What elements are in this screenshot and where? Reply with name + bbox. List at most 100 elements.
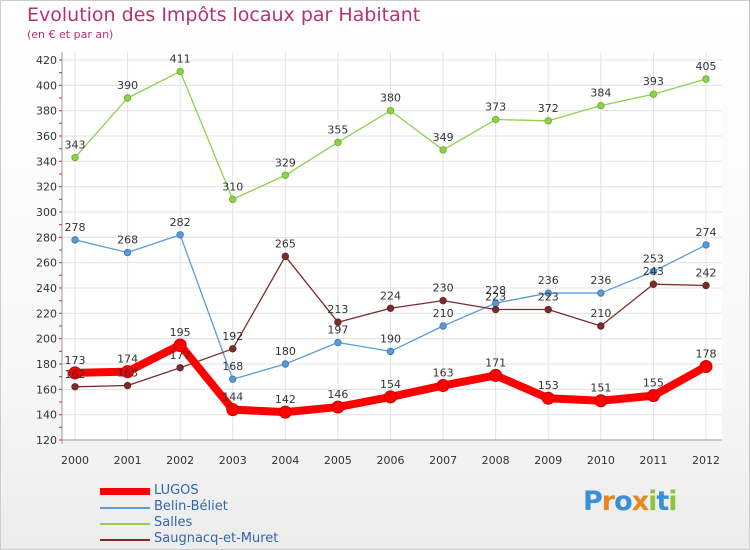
data-label-belin-beliet-2001: 268 — [117, 234, 138, 247]
x-tick-label-2001: 2001 — [114, 454, 142, 467]
logo-letter: o — [614, 486, 633, 517]
point-lugos-2002 — [173, 338, 187, 352]
point-saugnacq-et-muret-2009 — [544, 305, 552, 314]
data-label-salles-2009: 372 — [538, 102, 559, 115]
data-label-belin-beliet-2010: 236 — [590, 274, 611, 287]
legend-swatch-belin-beliet — [100, 507, 150, 509]
data-label-belin-beliet-2005: 197 — [327, 323, 348, 336]
point-belin-beliet-2003 — [229, 375, 237, 383]
y-tick-label-420: 420 — [36, 54, 57, 67]
y-tick-label-320: 320 — [36, 181, 57, 194]
point-salles-2008 — [491, 115, 500, 124]
data-label-salles-2004: 329 — [275, 156, 296, 169]
point-lugos-2012 — [699, 360, 713, 374]
data-label-lugos-2003: 144 — [222, 391, 243, 404]
logo-letter: i — [668, 486, 677, 517]
logo-letter: x — [631, 486, 649, 517]
data-label-saugnacq-et-muret-2001: 163 — [117, 367, 138, 380]
point-lugos-2005 — [331, 400, 345, 414]
y-tick-label-340: 340 — [36, 155, 57, 168]
point-saugnacq-et-muret-2010 — [597, 322, 605, 330]
x-tick-label-2010: 2010 — [587, 454, 615, 467]
x-tick-label-2009: 2009 — [534, 454, 562, 467]
point-saugnacq-et-muret-2006 — [386, 304, 395, 312]
point-salles-2004 — [281, 171, 290, 179]
point-lugos-2004 — [278, 405, 292, 419]
data-label-salles-2006: 380 — [380, 92, 401, 105]
data-label-lugos-2006: 154 — [380, 378, 401, 391]
point-belin-beliet-2010 — [597, 289, 605, 297]
point-belin-beliet-2006 — [386, 347, 395, 356]
y-tick-label-160: 160 — [36, 383, 57, 396]
data-label-belin-beliet-2008: 228 — [485, 284, 506, 297]
point-lugos-2003 — [226, 403, 240, 417]
data-label-belin-beliet-2007: 210 — [433, 307, 454, 320]
y-tick-label-240: 240 — [36, 282, 57, 295]
data-label-salles-2010: 384 — [590, 87, 611, 100]
logo-letter: r — [601, 486, 615, 517]
point-saugnacq-et-muret-2008 — [491, 305, 500, 314]
point-saugnacq-et-muret-2001 — [123, 381, 132, 390]
point-salles-2007 — [439, 146, 447, 154]
y-tick-label-120: 120 — [36, 434, 57, 447]
point-salles-2010 — [597, 101, 605, 110]
point-lugos-2009 — [541, 391, 555, 405]
point-saugnacq-et-muret-2005 — [334, 318, 342, 326]
x-tick-label-2008: 2008 — [482, 454, 510, 467]
point-belin-beliet-2000 — [71, 236, 79, 244]
data-label-belin-beliet-2012: 274 — [696, 226, 717, 239]
x-tick-label-2006: 2006 — [377, 454, 405, 467]
logo-letter: P — [583, 486, 603, 517]
y-tick-label-380: 380 — [36, 105, 57, 118]
y-tick-label-280: 280 — [36, 231, 57, 244]
data-label-salles-2001: 390 — [117, 79, 138, 92]
data-label-salles-2000: 343 — [65, 139, 86, 152]
data-label-salles-2008: 373 — [485, 101, 506, 114]
point-lugos-2001 — [121, 365, 135, 379]
chart-subtitle: (en € et par an) — [27, 28, 114, 41]
point-salles-2002 — [176, 67, 184, 76]
point-salles-2009 — [544, 117, 552, 125]
legend-label-belin-beliet: Belin-Béliet — [154, 499, 228, 514]
point-lugos-2011 — [646, 389, 660, 403]
point-belin-beliet-2007 — [439, 322, 447, 330]
point-salles-2005 — [334, 138, 342, 147]
point-lugos-2008 — [489, 368, 503, 382]
x-tick-label-2011: 2011 — [639, 454, 667, 467]
point-salles-2003 — [229, 195, 237, 204]
legend-swatch-salles — [100, 523, 150, 525]
data-label-salles-2012: 405 — [696, 60, 717, 73]
y-tick-label-300: 300 — [36, 206, 57, 219]
data-label-lugos-2002: 195 — [170, 326, 191, 339]
point-belin-beliet-2011 — [649, 267, 658, 276]
data-label-salles-2011: 393 — [643, 75, 664, 88]
point-salles-2012 — [702, 75, 710, 83]
data-label-belin-beliet-2009: 236 — [538, 274, 559, 287]
data-label-lugos-2004: 142 — [275, 393, 296, 406]
y-tick-label-180: 180 — [36, 358, 57, 371]
data-label-saugnacq-et-muret-2003: 192 — [222, 330, 243, 343]
data-label-lugos-2007: 163 — [433, 367, 454, 380]
y-tick-label-220: 220 — [36, 307, 57, 320]
data-label-saugnacq-et-muret-2004: 265 — [275, 237, 296, 250]
data-label-saugnacq-et-muret-2008: 223 — [485, 291, 506, 304]
x-tick-label-2012: 2012 — [692, 454, 720, 467]
x-tick-label-2000: 2000 — [61, 454, 89, 467]
point-belin-beliet-2002 — [176, 231, 184, 239]
point-salles-2000 — [71, 153, 79, 162]
data-label-saugnacq-et-muret-2011: 243 — [643, 265, 664, 278]
point-belin-beliet-2012 — [702, 241, 710, 249]
legend-label-salles: Salles — [154, 515, 193, 530]
proxiti-logo: Proxiti — [583, 486, 678, 517]
y-tick-label-200: 200 — [36, 333, 57, 346]
data-label-lugos-2009: 153 — [538, 379, 559, 392]
x-tick-label-2007: 2007 — [429, 454, 457, 467]
point-saugnacq-et-muret-2002 — [176, 364, 184, 372]
data-label-belin-beliet-2011: 253 — [643, 253, 664, 266]
data-label-saugnacq-et-muret-2010: 210 — [590, 307, 611, 320]
logo-letter: i — [648, 486, 657, 517]
x-tick-label-2002: 2002 — [166, 454, 194, 467]
legend-swatch-saugnacq-et-muret — [100, 539, 150, 541]
point-saugnacq-et-muret-2011 — [649, 280, 658, 288]
